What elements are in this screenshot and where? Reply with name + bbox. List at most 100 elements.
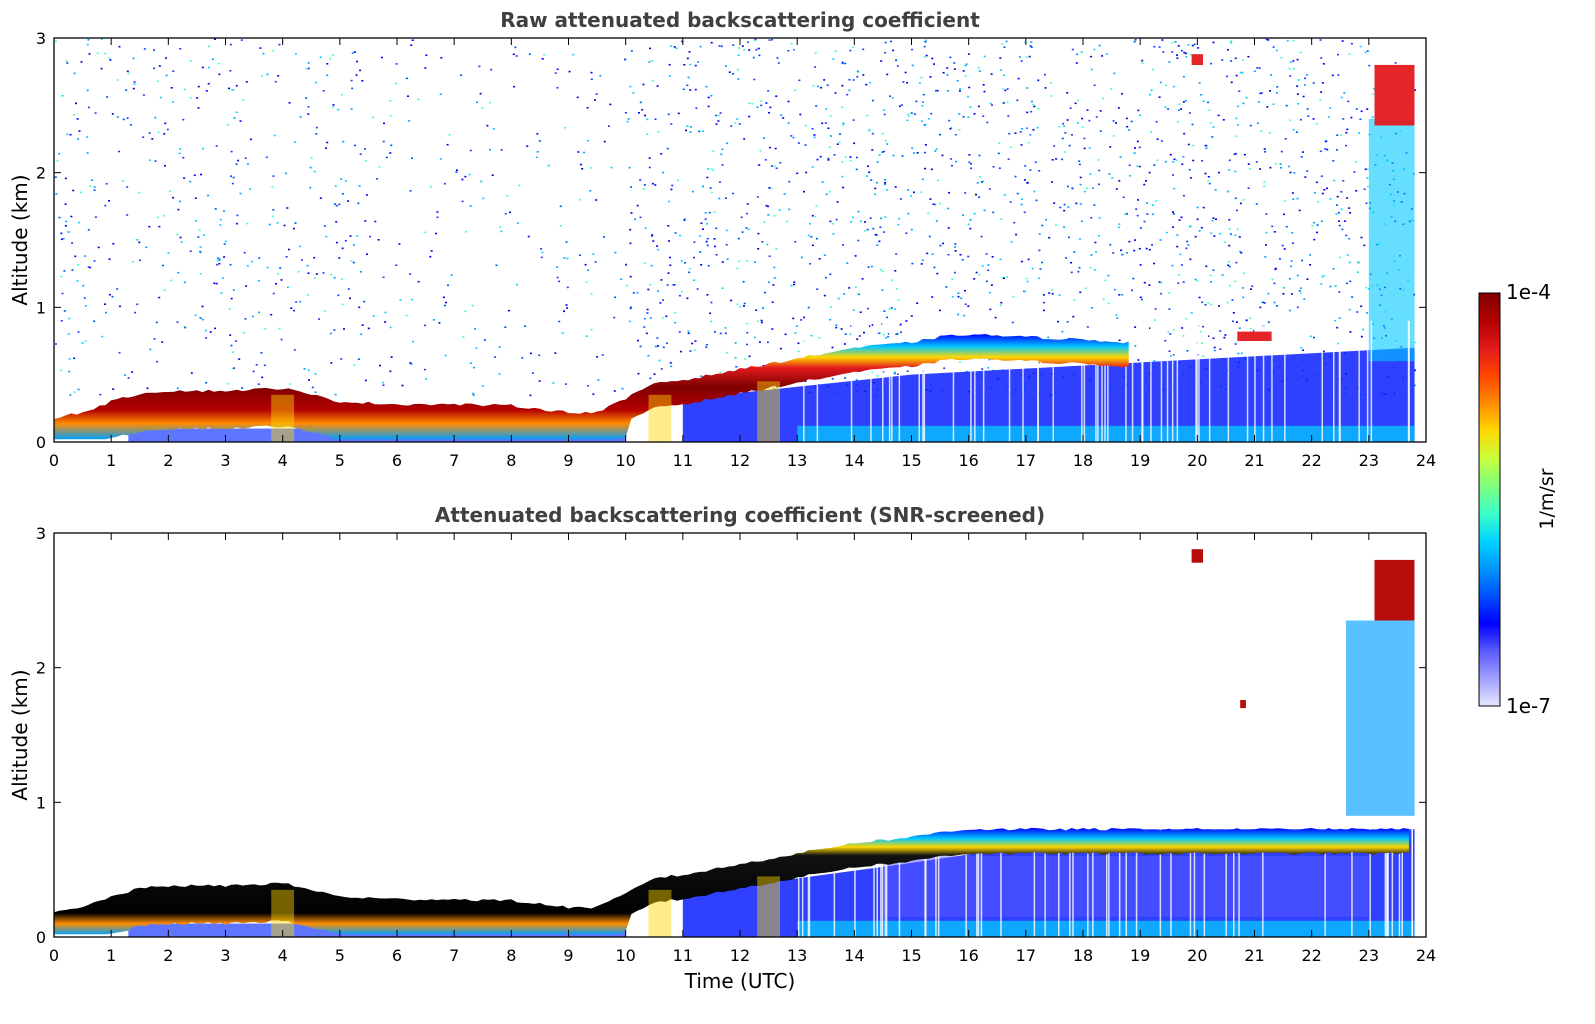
noise-pixel <box>158 225 161 228</box>
noise-pixel <box>1366 177 1369 179</box>
noise-pixel <box>60 320 63 322</box>
noise-pixel <box>216 263 219 266</box>
noise-pixel <box>1265 231 1268 234</box>
noise-pixel <box>1247 163 1250 165</box>
data-gap <box>1044 815 1046 937</box>
noise-pixel <box>68 317 71 320</box>
noise-pixel <box>1226 301 1229 304</box>
noise-pixel <box>783 193 786 195</box>
noise-pixel <box>1073 251 1076 253</box>
noise-pixel <box>921 104 924 107</box>
noise-pixel <box>710 301 713 304</box>
noise-pixel <box>514 46 517 49</box>
noise-pixel <box>440 57 443 59</box>
noise-pixel <box>389 100 392 102</box>
data-gap <box>1135 815 1138 937</box>
noise-pixel <box>982 84 985 86</box>
noise-pixel <box>686 297 689 300</box>
noise-pixel <box>1124 213 1126 215</box>
noise-pixel <box>989 102 992 105</box>
noise-pixel <box>132 87 135 90</box>
noise-pixel <box>1226 49 1229 51</box>
noise-pixel <box>886 316 889 319</box>
noise-pixel <box>1033 190 1036 193</box>
noise-pixel <box>69 133 72 136</box>
noise-pixel <box>341 93 343 96</box>
noise-pixel <box>1035 199 1038 202</box>
noise-pixel <box>734 357 737 359</box>
noise-pixel <box>1202 355 1205 357</box>
noise-pixel <box>743 305 745 307</box>
noise-pixel <box>630 306 632 309</box>
noise-pixel <box>417 280 420 283</box>
noise-pixel <box>923 124 926 126</box>
x-tick-label: 22 <box>1301 451 1321 470</box>
noise-pixel <box>867 266 870 268</box>
noise-pixel <box>314 391 317 393</box>
noise-pixel <box>1333 179 1336 182</box>
noise-pixel <box>235 111 238 114</box>
noise-pixel <box>277 75 280 77</box>
noise-pixel <box>956 79 959 82</box>
noise-pixel <box>307 67 310 70</box>
noise-pixel <box>938 202 941 205</box>
noise-pixel <box>875 234 878 236</box>
noise-pixel <box>448 134 451 136</box>
noise-pixel <box>824 122 827 124</box>
noise-pixel <box>721 164 724 166</box>
noise-pixel <box>983 209 986 212</box>
noise-pixel <box>1289 309 1292 312</box>
noise-pixel <box>84 340 87 342</box>
noise-pixel <box>579 198 582 201</box>
noise-pixel <box>155 321 158 324</box>
noise-pixel <box>1055 224 1057 226</box>
noise-pixel <box>106 96 109 98</box>
noise-pixel <box>1063 209 1066 212</box>
noise-pixel <box>678 331 681 333</box>
noise-pixel <box>736 267 739 270</box>
noise-pixel <box>1234 280 1237 283</box>
noise-pixel <box>464 175 467 178</box>
noise-pixel <box>338 257 341 259</box>
noise-pixel <box>1263 185 1266 188</box>
noise-pixel <box>1242 199 1245 201</box>
noise-pixel <box>87 38 90 41</box>
noise-pixel <box>780 114 783 116</box>
noise-pixel <box>1210 62 1213 65</box>
noise-pixel <box>1189 258 1192 261</box>
noise-pixel <box>1355 190 1358 192</box>
noise-pixel <box>552 382 555 384</box>
data-gap <box>854 815 856 937</box>
noise-pixel <box>1080 51 1083 53</box>
noise-pixel <box>1042 301 1045 304</box>
noise-pixel <box>909 195 912 197</box>
noise-pixel <box>500 149 503 151</box>
boundary-layer-band <box>54 827 1409 935</box>
noise-pixel <box>424 231 427 234</box>
surface-layer <box>797 425 1415 442</box>
noise-pixel <box>1236 321 1238 323</box>
noise-pixel <box>927 212 930 215</box>
noise-pixel <box>898 105 901 108</box>
noise-pixel <box>158 65 161 67</box>
noise-pixel <box>214 208 217 210</box>
noise-pixel <box>876 375 879 377</box>
noise-pixel <box>203 234 206 236</box>
noise-pixel <box>856 75 859 78</box>
noise-pixel <box>844 377 847 379</box>
noise-pixel <box>1349 212 1352 214</box>
noise-pixel <box>563 310 565 313</box>
x-tick-label: 14 <box>844 451 864 470</box>
noise-pixel <box>1007 115 1010 117</box>
noise-pixel <box>1291 242 1294 244</box>
noise-pixel <box>1173 158 1176 161</box>
noise-pixel <box>1348 238 1351 240</box>
noise-pixel <box>1334 285 1337 287</box>
noise-pixel <box>309 186 312 189</box>
noise-pixel <box>832 233 835 235</box>
noise-pixel <box>651 60 654 62</box>
noise-pixel <box>58 216 61 219</box>
noise-pixel <box>627 118 630 120</box>
noise-pixel <box>1303 298 1306 300</box>
noise-pixel <box>916 302 919 304</box>
